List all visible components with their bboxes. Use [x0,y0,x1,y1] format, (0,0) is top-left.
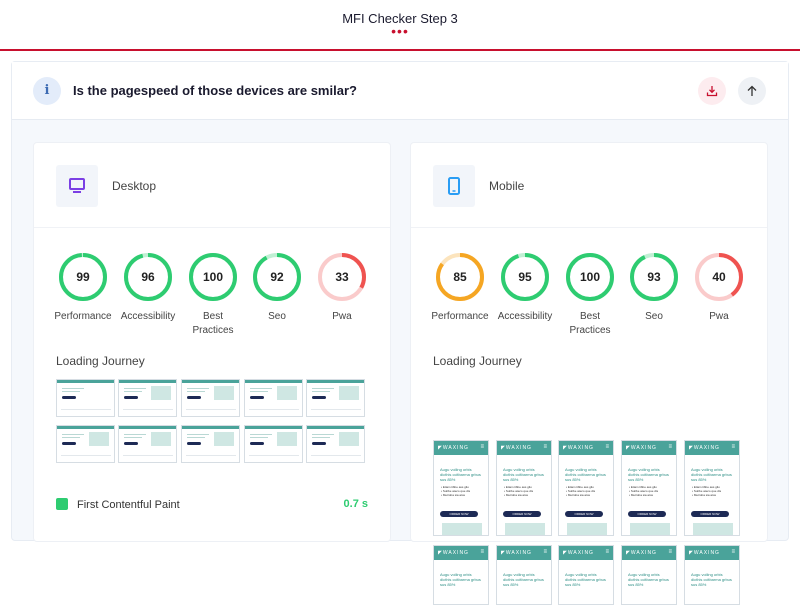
top-header: MFI Checker Step 3 ••• [0,0,800,51]
page-title: MFI Checker Step 3 [342,11,458,26]
question-panel: i Is the pagespeed of those devices are … [11,61,789,605]
score-label: Performance [54,311,112,322]
score-gauge-performance: 99 Performance [54,252,112,322]
divider [34,227,390,228]
info-icon: i [33,77,61,105]
collapse-button[interactable] [738,77,766,105]
filmstrip-frame [56,379,115,417]
filmstrip-frame [118,425,177,463]
score-ring [124,253,172,301]
score-gauge-best-practices: 100 Best Practices [565,252,615,336]
fcp-status-square [56,498,68,510]
score-label: Best Practices [192,311,234,336]
filmstrip-frame [306,425,365,463]
filmstrip-frame [181,425,240,463]
score-ring [436,253,484,301]
loading-journey-title: Loading Journey [433,354,522,368]
divider [411,227,767,228]
filmstrip-frame [181,379,240,417]
score-gauge-accessibility: 95 Accessibility [498,252,552,322]
filmstrip-frame: ◤WAXING ≡ Augu voiling orbis dicthis ccitba… [496,545,552,605]
filmstrip-frame: ◤WAXING ≡ Augu voiling orbis dicthis ccitba… [684,440,740,536]
filmstrip-frame: ◤WAXING ≡ Augu voiling orbis dicthis ccitba… [558,440,614,536]
loading-journey-title: Loading Journey [56,354,145,368]
score-label: Pwa [709,311,729,322]
score-ring [695,253,743,301]
download-button[interactable] [698,77,726,105]
fcp-value: 0.7 s [343,498,368,510]
mobile-card: Mobile 85 Performance 95 Accessibility 1… [410,142,768,605]
filmstrip-frame [118,379,177,417]
score-value: 92 [270,270,284,284]
arrow-up-icon [747,85,757,96]
score-value: 93 [647,270,661,284]
score-ring [566,253,614,301]
device-name-desktop: Desktop [112,179,157,193]
filmstrip-frame [244,379,303,417]
mobile-icon-box [433,165,475,207]
score-label: Seo [645,311,663,322]
score-value: 96 [141,270,155,284]
desktop-icon-box [56,165,98,207]
filmstrip-frame: ◤WAXING ≡ Augu voiling orbis dicthis ccitba… [621,440,677,536]
score-label: Best Practices [569,311,611,336]
score-ring [189,253,237,301]
score-ring [318,253,366,301]
filmstrip-frame [306,379,365,417]
desktop-card: Desktop 99 Performance 96 Accessibility … [33,142,391,542]
score-label: Accessibility [120,311,176,322]
score-value: 33 [335,270,349,284]
score-value: 100 [202,270,224,284]
score-value: 85 [453,270,467,284]
score-label: Pwa [332,311,352,322]
score-gauge-pwa: 40 Pwa [694,252,744,322]
fcp-label: First Contentful Paint [77,499,180,511]
mobile-phone-icon [448,177,460,195]
score-label: Seo [268,311,286,322]
score-gauge-pwa: 33 Pwa [317,252,367,322]
question-text: Is the pagespeed of those devices are sm… [73,83,357,98]
filmstrip-frame [56,425,115,463]
score-value: 100 [579,270,601,284]
score-ring [59,253,107,301]
score-gauge-seo: 93 Seo [629,252,679,322]
question-bar: i Is the pagespeed of those devices are … [12,62,788,120]
score-ring [253,253,301,301]
score-gauge-accessibility: 96 Accessibility [121,252,175,322]
filmstrip-frame: ◤WAXING ≡ Augu voiling orbis dicthis ccitba… [621,545,677,605]
desktop-monitor-icon [69,178,85,193]
score-value: 99 [76,270,90,284]
filmstrip-frame: ◤WAXING ≡ Augu voiling orbis dicthis ccitba… [558,545,614,605]
filmstrip-frame: ◤WAXING ≡ Augu voiling orbis dicthis ccitba… [684,545,740,605]
score-gauge-performance: 85 Performance [431,252,489,322]
score-gauge-seo: 92 Seo [252,252,302,322]
score-label: Performance [431,311,489,322]
filmstrip-frame: ◤WAXING ≡ Augu voiling orbis dicthis ccitba… [496,440,552,536]
filmstrip-frame: ◤WAXING ≡ Augu voiling orbis dicthis ccitba… [433,440,489,536]
score-ring [630,253,678,301]
score-ring [501,253,549,301]
score-value: 40 [712,270,726,284]
score-value: 95 [518,270,532,284]
filmstrip-frame [244,425,303,463]
score-label: Accessibility [497,311,553,322]
filmstrip-frame: ◤WAXING ≡ Augu voiling orbis dicthis ccitba… [433,545,489,605]
download-icon [706,86,718,97]
step-dots: ••• [391,23,409,39]
device-name-mobile: Mobile [489,179,525,193]
score-gauge-best-practices: 100 Best Practices [188,252,238,336]
